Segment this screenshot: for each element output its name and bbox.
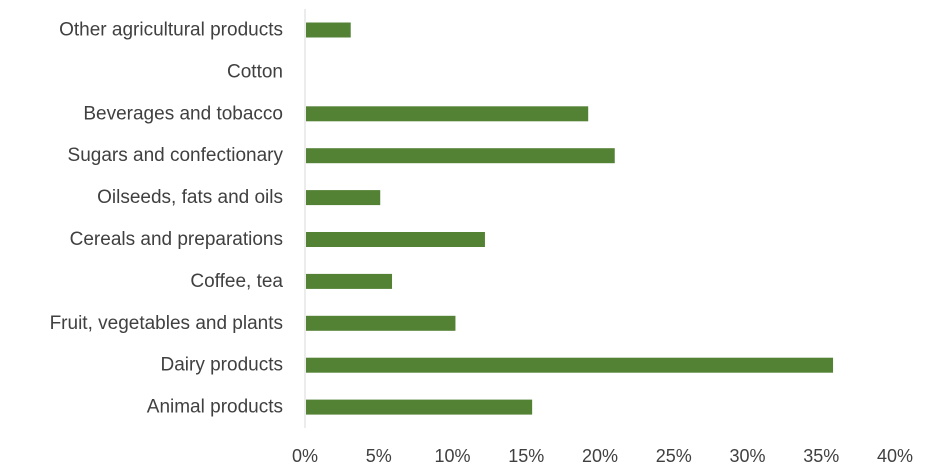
bar bbox=[306, 357, 834, 373]
bar bbox=[306, 106, 589, 122]
bars-group bbox=[306, 22, 834, 415]
category-labels-group: Other agricultural products Cotton Beverag… bbox=[50, 20, 284, 418]
bar bbox=[306, 232, 485, 247]
category-label: Cotton bbox=[227, 61, 283, 82]
category-label: Sugars and confectionary bbox=[68, 145, 284, 166]
category-label: Fruit, vegetables and plants bbox=[50, 313, 283, 334]
bar bbox=[306, 315, 456, 331]
x-tick-label: 10% bbox=[434, 446, 470, 466]
x-tick-label: 40% bbox=[877, 446, 913, 466]
bar bbox=[306, 399, 533, 415]
category-label: Animal products bbox=[147, 397, 283, 418]
x-tick-label: 15% bbox=[508, 446, 544, 466]
category-label: Other agricultural products bbox=[59, 20, 283, 41]
tick-labels-group: 0% 5% 10% 15% 20% 25% 30% 35% 40% bbox=[292, 446, 913, 466]
x-tick-label: 30% bbox=[729, 446, 765, 466]
bar bbox=[306, 148, 615, 164]
category-label: Beverages and tobacco bbox=[83, 103, 283, 124]
category-label: Oilseeds, fats and oils bbox=[97, 187, 283, 208]
bar bbox=[306, 22, 351, 38]
x-tick-label: 35% bbox=[803, 446, 839, 466]
x-tick-label: 0% bbox=[292, 446, 318, 466]
x-tick-label: 5% bbox=[366, 446, 392, 466]
x-tick-label: 25% bbox=[656, 446, 692, 466]
bar bbox=[306, 273, 393, 289]
category-label: Coffee, tea bbox=[190, 271, 283, 292]
x-tick-label: 20% bbox=[582, 446, 618, 466]
category-label: Cereals and preparations bbox=[70, 229, 283, 250]
bar bbox=[306, 190, 381, 206]
category-label: Dairy products bbox=[161, 355, 284, 376]
